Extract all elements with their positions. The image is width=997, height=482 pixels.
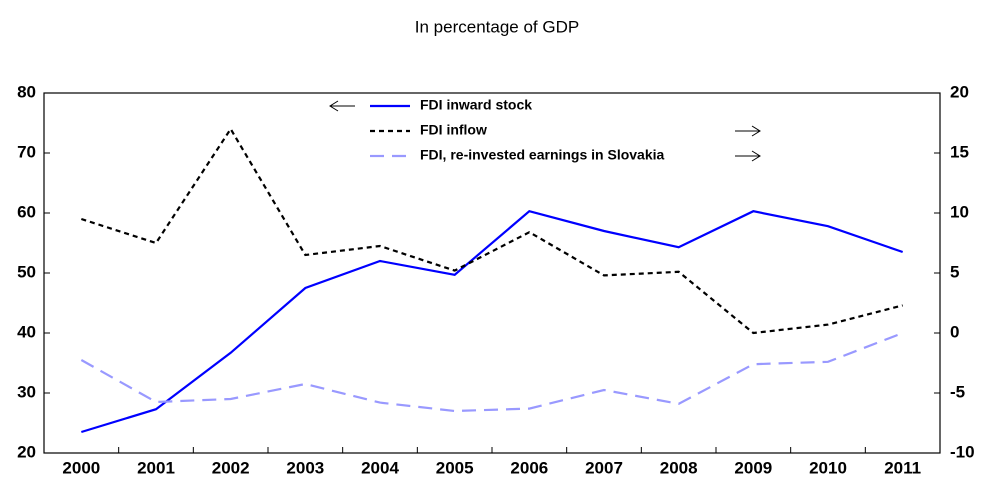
x-tick-label: 2008 xyxy=(660,458,698,477)
legend-label: FDI inward stock xyxy=(420,97,532,113)
x-tick-label: 2000 xyxy=(62,458,100,477)
y2-tick-label: 0 xyxy=(950,322,959,341)
chart-title: In percentage of GDP xyxy=(415,17,579,36)
y2-tick-label: -5 xyxy=(950,382,965,401)
x-tick-label: 2011 xyxy=(884,458,921,477)
x-tick-label: 2006 xyxy=(510,458,548,477)
axis-arrow xyxy=(735,150,761,162)
x-tick-label: 2005 xyxy=(436,458,474,477)
axis-arrow xyxy=(329,100,355,112)
x-tick-label: 2002 xyxy=(212,458,250,477)
series-line xyxy=(80,331,904,413)
y2-tick-label: 15 xyxy=(950,142,969,161)
x-tick-label: 2009 xyxy=(734,458,772,477)
series-line xyxy=(81,209,904,434)
y-tick-label: 70 xyxy=(17,142,36,161)
y-tick-label: 50 xyxy=(17,262,36,281)
x-tick-label: 2001 xyxy=(137,458,175,477)
legend-label: FDI, re-invested earnings in Slovakia xyxy=(420,147,665,163)
y-tick-label: 40 xyxy=(17,322,36,341)
y2-tick-label: 20 xyxy=(950,82,969,101)
y-tick-label: 30 xyxy=(17,382,36,401)
x-tick-label: 2003 xyxy=(286,458,324,477)
y-tick-label: 80 xyxy=(17,82,36,101)
series-line xyxy=(80,126,903,335)
y-tick-label: 60 xyxy=(17,202,36,221)
x-tick-label: 2007 xyxy=(585,458,623,477)
x-tick-label: 2004 xyxy=(361,458,399,477)
x-tick-label: 2010 xyxy=(809,458,847,477)
legend-label: FDI inflow xyxy=(420,122,487,138)
y2-tick-label: 10 xyxy=(950,202,969,221)
axis-arrow xyxy=(735,125,761,137)
y2-tick-label: 5 xyxy=(950,262,959,281)
y-tick-label: 20 xyxy=(17,442,36,461)
y2-tick-label: -10 xyxy=(950,442,975,461)
